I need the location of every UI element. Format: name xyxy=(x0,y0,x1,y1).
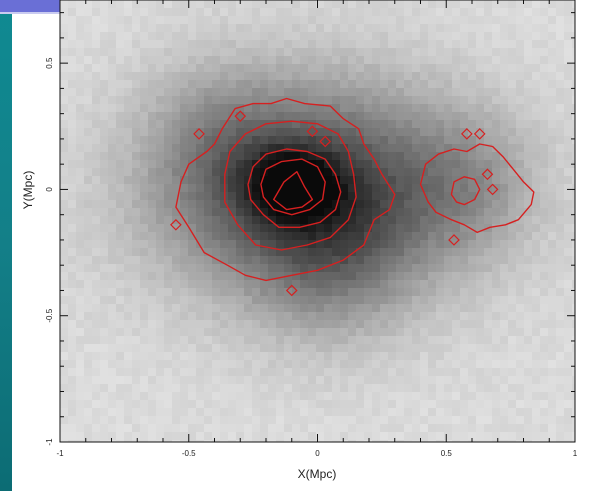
axis-ticks xyxy=(59,0,576,443)
contour-line-5 xyxy=(273,170,314,211)
y-tick-label: -1 xyxy=(45,438,54,446)
y-axis-title: Y(Mpc) xyxy=(21,171,35,210)
contour-line-6 xyxy=(419,143,535,234)
contour-island-8 xyxy=(473,128,486,140)
y-tick-label: -0.5 xyxy=(45,308,54,322)
contour-island-3 xyxy=(306,125,319,138)
x-axis-title: X(Mpc) xyxy=(298,467,337,481)
contour-island-11 xyxy=(170,218,182,231)
x-tick-label: 0 xyxy=(315,449,320,458)
contour-island-1 xyxy=(193,128,205,140)
density-heatmap xyxy=(60,0,575,442)
contour-line-2 xyxy=(224,120,357,251)
contour-island-2 xyxy=(234,110,247,123)
contour-island-6 xyxy=(486,183,499,196)
contour-island-9 xyxy=(448,234,460,246)
contour-line-1 xyxy=(175,97,396,282)
contour-island-4 xyxy=(319,135,332,148)
x-tick-label: 1 xyxy=(573,449,578,458)
x-tick-label: -1 xyxy=(56,449,64,458)
axis-tick-labels: -1 -0.5 0 0.5 1 -1 -0.5 0 0.5 xyxy=(45,57,578,458)
y-tick-label: 0 xyxy=(45,187,54,192)
contour-line-4 xyxy=(260,158,326,216)
contour-line-3 xyxy=(247,148,342,229)
contour-island-7 xyxy=(461,128,473,140)
x-tick-label: -0.5 xyxy=(182,449,196,458)
contour-lines xyxy=(170,97,535,297)
slide-sidebar xyxy=(0,0,12,491)
contour-line-7 xyxy=(450,176,481,206)
contour-island-10 xyxy=(285,284,298,297)
contour-island-5 xyxy=(481,168,494,181)
y-tick-label: 0.5 xyxy=(45,57,54,69)
x-tick-label: 0.5 xyxy=(441,449,453,458)
